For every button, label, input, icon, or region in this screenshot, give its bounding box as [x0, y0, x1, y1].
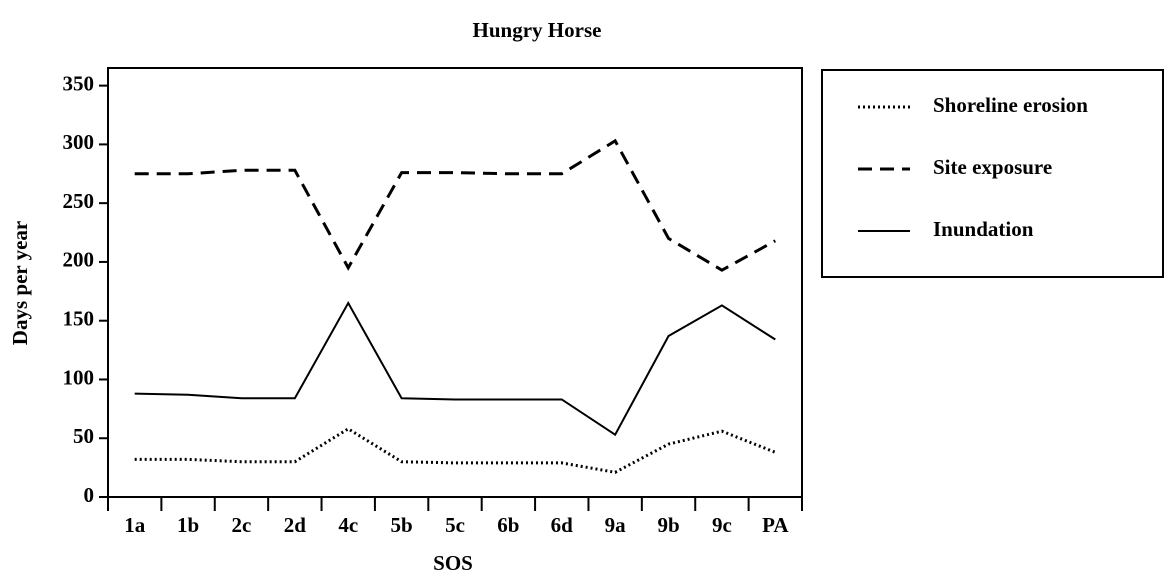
series-line	[134, 427, 776, 474]
x-tick-label: 9b	[657, 513, 679, 537]
x-tick-label: 5b	[391, 513, 413, 537]
y-tick-label: 100	[63, 365, 95, 389]
x-tick-label: 4c	[338, 513, 358, 537]
legend-box	[821, 69, 1164, 278]
chart-title: Hungry Horse	[473, 18, 602, 42]
legend-label: Inundation	[933, 217, 1034, 241]
x-tick-label: 6d	[551, 513, 574, 537]
legend-label: Site exposure	[933, 155, 1052, 179]
x-tick-label: 9a	[605, 513, 627, 537]
x-tick-label: 2d	[284, 513, 307, 537]
y-tick-label: 200	[63, 248, 95, 272]
x-tick-label: 9c	[712, 513, 732, 537]
y-tick-label: 300	[63, 130, 95, 154]
series-line	[134, 138, 777, 272]
y-tick-label: 350	[63, 71, 95, 95]
y-axis-label: Days per year	[8, 221, 32, 345]
y-tick-label: 50	[73, 424, 94, 448]
x-tick-label: PA	[762, 513, 789, 537]
x-tick-label: 6b	[497, 513, 519, 537]
x-axis-label: SOS	[433, 551, 473, 575]
x-tick-label: 5c	[445, 513, 465, 537]
x-tick-label: 1a	[124, 513, 146, 537]
y-tick-label: 0	[84, 483, 95, 507]
series-line	[134, 301, 776, 437]
x-tick-label: 2c	[232, 513, 252, 537]
y-tick-label: 150	[63, 307, 95, 331]
plot-frame	[107, 67, 803, 498]
y-tick-label: 250	[63, 189, 95, 213]
legend-label: Shoreline erosion	[933, 93, 1088, 117]
x-tick-label: 1b	[177, 513, 199, 537]
